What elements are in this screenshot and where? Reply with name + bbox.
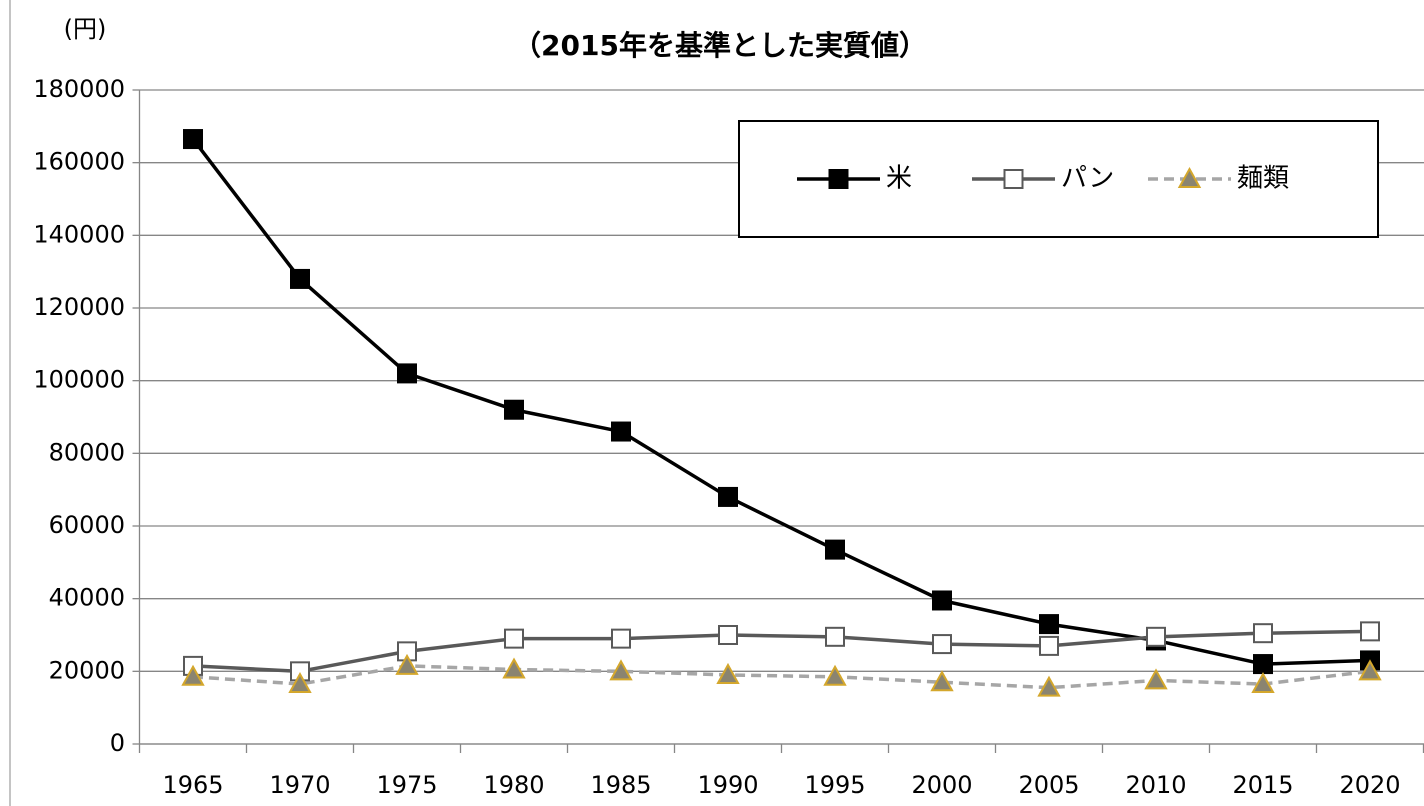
data-point: [1144, 668, 1168, 690]
data-point: [611, 421, 631, 442]
data-point: [932, 590, 952, 611]
data-point: [504, 628, 524, 649]
series-line: [191, 137, 1371, 666]
data-point: [1039, 635, 1059, 656]
data-point: [1253, 654, 1273, 675]
y-tick-label: 180000: [33, 75, 125, 103]
data-point: [609, 659, 633, 681]
x-tick-label: 1995: [804, 771, 865, 799]
x-tick-label: 2010: [1125, 771, 1186, 799]
x-tick-label: 2020: [1339, 771, 1400, 799]
y-tick-label: 140000: [33, 220, 125, 248]
data-point: [823, 664, 847, 686]
x-tick-label: 1965: [162, 771, 223, 799]
data-point: [290, 268, 310, 289]
y-tick-label: 120000: [33, 293, 125, 321]
x-tick-label: 1980: [483, 771, 544, 799]
y-axis-label: (円): [64, 15, 107, 43]
data-point: [288, 671, 312, 694]
legend-marker: [828, 169, 849, 189]
data-point: [181, 664, 205, 686]
legend-marker: [1003, 169, 1024, 189]
y-tick-label: 40000: [49, 584, 125, 612]
data-point: [825, 626, 845, 647]
x-tick-label: 2005: [1018, 771, 1079, 799]
y-tick-label: 160000: [33, 148, 125, 176]
x-tick-label: 1970: [269, 771, 330, 799]
x-tick-label: 2000: [911, 771, 972, 799]
series-line: [192, 664, 1371, 690]
data-point: [930, 670, 954, 692]
chart-title: （2015年を基準とした実質値）: [513, 29, 927, 62]
legend-marker: [1177, 166, 1202, 188]
x-tick-label: 1985: [590, 771, 651, 799]
data-point: [716, 662, 740, 684]
data-point: [611, 628, 631, 649]
data-point: [1358, 659, 1382, 681]
data-point: [1253, 623, 1273, 644]
data-point: [1251, 671, 1275, 694]
y-tick-label: 0: [110, 729, 125, 757]
data-point: [718, 625, 738, 645]
data-point: [718, 486, 738, 507]
y-tick-label: 20000: [49, 656, 125, 684]
data-point: [504, 399, 524, 420]
x-tick-label: 1975: [376, 771, 437, 799]
y-tick-label: 60000: [49, 511, 125, 539]
legend-label: 米: [886, 164, 912, 194]
data-point: [397, 363, 417, 384]
y-tick-label: 80000: [49, 438, 125, 466]
legend: 米 パン 麺類: [738, 120, 1379, 238]
x-tick-label: 2015: [1232, 771, 1293, 799]
data-point: [395, 653, 419, 675]
legend-label: パン: [1061, 164, 1114, 194]
data-point: [825, 539, 845, 560]
data-point: [932, 634, 952, 655]
y-tick-label: 100000: [33, 366, 125, 394]
data-point: [1146, 626, 1166, 647]
series-line: [192, 629, 1371, 674]
data-point: [1039, 614, 1059, 635]
data-point: [502, 657, 526, 679]
x-tick-label: 1990: [697, 771, 758, 799]
legend-label: 麺類: [1237, 164, 1289, 194]
data-point: [183, 129, 203, 150]
data-point: [1360, 621, 1380, 642]
data-point: [1037, 675, 1061, 697]
